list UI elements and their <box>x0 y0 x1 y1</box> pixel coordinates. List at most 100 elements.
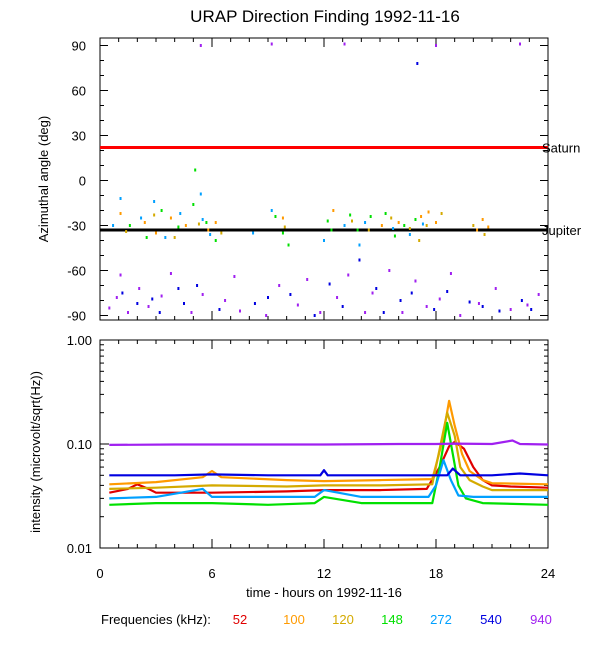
azimuth-y-tick-label: -60 <box>67 264 86 279</box>
azimuth-point-100khz <box>119 212 122 215</box>
azimuth-y-tick-label: 60 <box>72 84 86 99</box>
azimuth-point-148khz <box>274 215 277 218</box>
azimuth-point-272khz <box>421 222 424 226</box>
azimuth-point-148khz <box>287 243 290 247</box>
legend-item-120khz: 120 <box>332 612 354 627</box>
azimuth-point-272khz <box>270 209 273 212</box>
azimuth-point-540khz <box>530 308 533 311</box>
azimuth-point-148khz <box>349 213 352 217</box>
azimuth-point-540khz <box>267 296 269 299</box>
azimuth-point-940khz <box>306 278 309 281</box>
azimuth-point-100khz <box>169 216 172 220</box>
azimuth-point-940khz <box>388 269 391 272</box>
azimuth-point-940khz <box>336 296 339 299</box>
azimuth-point-272khz <box>252 231 255 235</box>
azimuth-point-940khz <box>371 291 374 295</box>
azimuth-point-120khz <box>390 216 393 220</box>
azimuth-point-100khz <box>155 231 157 235</box>
azimuth-point-940khz <box>414 279 417 283</box>
azimuth-point-940khz <box>364 311 367 314</box>
azimuth-point-100khz <box>332 209 335 212</box>
azimuth-point-148khz <box>177 225 180 229</box>
azimuth-point-148khz <box>128 224 131 227</box>
x-tick-label: 24 <box>541 566 555 581</box>
azimuth-point-272khz <box>164 236 167 239</box>
azimuth-point-272khz <box>408 233 411 236</box>
legend-item-940khz: 940 <box>530 612 552 627</box>
azimuth-point-120khz <box>367 228 370 232</box>
azimuth-point-940khz <box>449 272 452 275</box>
azimuth-point-100khz <box>487 225 490 229</box>
azimuth-point-540khz <box>218 308 221 311</box>
intensity-series-272khz <box>109 459 548 500</box>
reference-label-saturn: Saturn <box>542 141 580 156</box>
azimuth-point-120khz <box>418 239 421 242</box>
azimuth-point-540khz <box>468 300 471 304</box>
azimuth-point-120khz <box>153 213 156 217</box>
azimuth-point-120khz <box>283 225 286 229</box>
azimuth-point-940khz <box>127 311 129 314</box>
azimuth-y-tick-label: 30 <box>72 129 86 144</box>
azimuth-point-120khz <box>425 224 428 227</box>
azimuth-point-120khz <box>440 212 443 215</box>
azimuth-point-148khz <box>281 231 284 235</box>
azimuth-point-148khz <box>414 218 417 221</box>
azimuth-point-540khz <box>416 62 419 65</box>
azimuth-point-940khz <box>270 42 273 46</box>
legend-item-100khz: 100 <box>283 612 305 627</box>
azimuth-point-540khz <box>253 302 256 305</box>
azimuth-point-940khz <box>233 275 236 278</box>
azimuth-point-940khz <box>160 294 163 298</box>
azimuth-point-272khz <box>364 221 367 224</box>
azimuth-point-272khz <box>179 212 182 215</box>
azimuth-point-540khz <box>196 284 199 287</box>
azimuth-point-940khz <box>519 42 521 46</box>
azimuth-point-540khz <box>520 299 523 302</box>
azimuth-point-540khz <box>410 291 413 295</box>
azimuth-point-540khz <box>382 311 385 314</box>
azimuth-point-272khz <box>209 233 212 236</box>
azimuth-point-540khz <box>151 297 154 301</box>
azimuth-point-940khz <box>278 284 281 287</box>
azimuth-point-272khz <box>201 218 204 221</box>
azimuth-point-272khz <box>199 192 202 196</box>
reference-label-jupiter: Jupiter <box>542 223 582 238</box>
legend-item-52khz: 52 <box>233 612 247 627</box>
chart-title: URAP Direction Finding 1992-11-16 <box>190 7 460 26</box>
azimuth-point-540khz <box>358 258 361 262</box>
azimuth-point-120khz <box>483 233 486 236</box>
azimuth-point-540khz <box>375 287 378 290</box>
azimuth-point-120khz <box>197 222 200 226</box>
azimuth-point-100khz <box>397 221 400 224</box>
azimuth-y-tick-label: -30 <box>67 219 86 234</box>
azimuth-point-272khz <box>153 200 156 203</box>
azimuth-point-148khz <box>205 221 208 224</box>
azimuth-point-940khz <box>425 305 428 308</box>
azimuth-point-100khz <box>143 221 146 224</box>
intensity-y-axis-label: intensity (microvolt/sqrt(Hz)) <box>28 371 43 533</box>
azimuth-point-148khz <box>194 168 197 172</box>
x-tick-label: 6 <box>208 566 215 581</box>
intensity-series-100khz <box>109 399 549 486</box>
azimuth-point-940khz <box>115 296 118 299</box>
azimuth-point-120khz <box>408 227 411 230</box>
azimuth-point-940khz <box>526 303 529 307</box>
azimuth-point-148khz <box>384 212 387 215</box>
azimuth-point-540khz <box>183 302 185 305</box>
azimuth-point-272khz <box>119 197 122 200</box>
azimuth-point-940khz <box>477 302 480 305</box>
azimuth-plot-frame <box>99 37 549 321</box>
azimuth-point-272khz <box>343 224 346 227</box>
azimuth-point-100khz <box>281 216 284 220</box>
azimuth-y-tick-label: -90 <box>67 309 86 324</box>
azimuth-point-940khz <box>319 311 322 314</box>
azimuth-point-148khz <box>192 203 195 206</box>
azimuth-point-940khz <box>239 309 241 313</box>
azimuth-point-940khz <box>509 308 512 311</box>
azimuth-point-540khz <box>328 282 331 286</box>
azimuth-point-148khz <box>403 224 406 227</box>
azimuth-point-272khz <box>140 216 143 220</box>
legend-item-148khz: 148 <box>381 612 403 627</box>
legend-item-540khz: 540 <box>480 612 502 627</box>
azimuth-point-272khz <box>392 227 395 230</box>
